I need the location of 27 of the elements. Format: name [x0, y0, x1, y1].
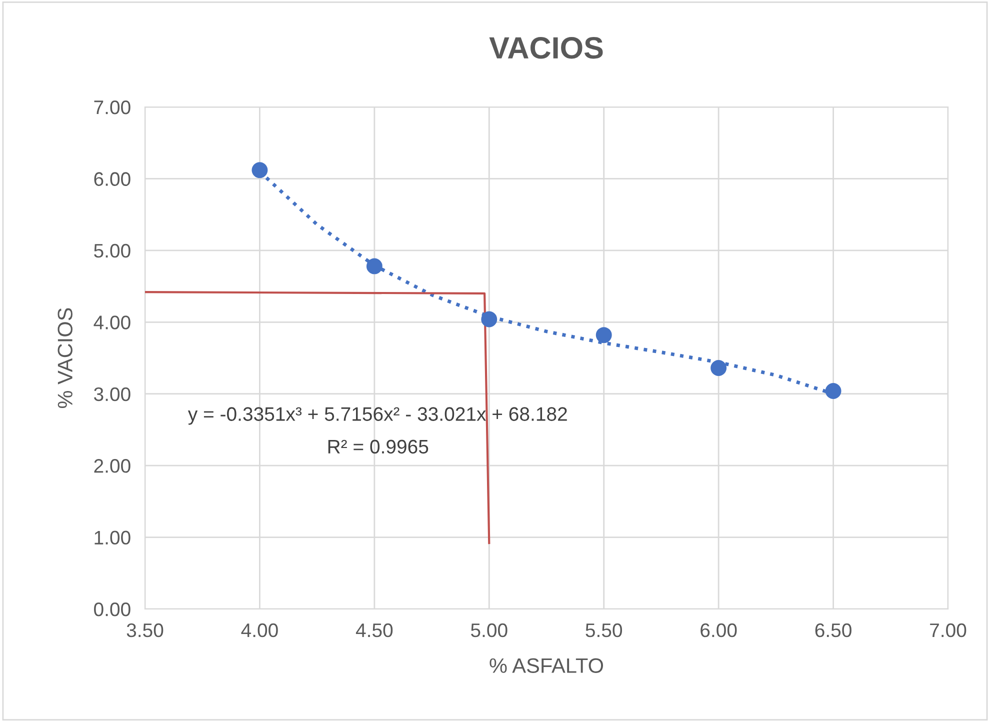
x-tick-label: 5.00 [471, 623, 508, 638]
point [710, 360, 727, 376]
point [252, 162, 268, 178]
x-tick-label: 4.50 [356, 623, 393, 638]
y-tick-label: 0.00 [94, 602, 130, 616]
annotation: y = -0.3351x³ + 5.7156x² - 33.021x + 68.182 [188, 407, 567, 425]
y-tick-label: 7.00 [94, 100, 130, 114]
x-tick-label: 3.50 [126, 623, 164, 638]
point [481, 311, 498, 328]
x-tick-label: 5.50 [586, 623, 622, 638]
y-tick-label: 6.00 [94, 172, 130, 186]
y-tick-label: 5.00 [94, 244, 130, 258]
point [825, 383, 842, 399]
x-tick-label: 6.50 [815, 623, 852, 638]
y-axis-title: % VACIOS [58, 308, 72, 408]
x-axis-title: % ASFALTO [490, 658, 604, 673]
chart-title: VACIOS [489, 37, 603, 59]
x-tick-label: 7.00 [930, 623, 966, 638]
y-tick-label: 1.00 [94, 530, 130, 545]
y-tick-label: 4.00 [94, 316, 130, 330]
y-tick-label: 3.00 [94, 387, 130, 402]
x-tick-label: 6.00 [700, 623, 737, 638]
point [596, 327, 612, 344]
x-tick-label: 4.00 [241, 623, 278, 638]
point [366, 258, 382, 274]
y-tick-label: 2.00 [94, 459, 130, 473]
annotation: R² = 0.9965 [328, 440, 428, 454]
